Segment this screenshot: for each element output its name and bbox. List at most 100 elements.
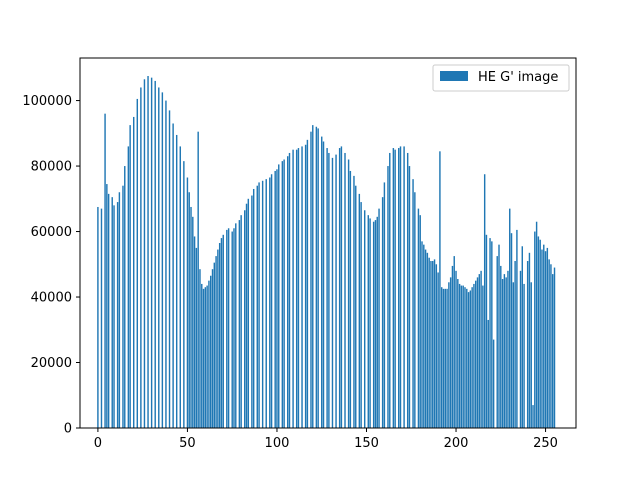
bar xyxy=(406,152,409,428)
bar xyxy=(421,241,423,428)
bar xyxy=(376,216,378,428)
bar xyxy=(295,149,298,428)
bar xyxy=(261,180,264,428)
bar xyxy=(532,405,534,428)
bar xyxy=(537,236,540,428)
bar xyxy=(283,159,285,428)
bar xyxy=(217,249,219,428)
bar xyxy=(485,234,488,428)
bar xyxy=(543,244,545,428)
bar xyxy=(453,256,455,428)
bar xyxy=(469,290,472,428)
y-tick-label: 0 xyxy=(64,422,72,437)
bar xyxy=(523,283,525,428)
bar xyxy=(301,146,303,428)
bar xyxy=(423,244,425,428)
bar xyxy=(107,193,110,428)
bar xyxy=(403,146,405,428)
bar xyxy=(97,206,99,428)
bar xyxy=(281,161,284,428)
bar xyxy=(408,166,411,429)
bar xyxy=(193,236,196,428)
y-axis: 0 20000 40000 60000 80000 100000 xyxy=(22,94,80,437)
bar xyxy=(471,287,473,428)
bar xyxy=(398,148,400,429)
bar xyxy=(231,231,233,428)
bar xyxy=(491,241,493,428)
bar xyxy=(133,116,135,428)
bar xyxy=(129,125,131,429)
bar xyxy=(446,288,448,428)
bar xyxy=(235,223,237,428)
bar xyxy=(335,154,337,428)
bar xyxy=(251,195,253,428)
bar xyxy=(317,128,319,428)
x-tick-label: 100 xyxy=(265,436,290,451)
bar xyxy=(183,161,185,428)
bar xyxy=(414,192,416,428)
bar xyxy=(226,229,228,428)
bar xyxy=(147,76,149,428)
bar xyxy=(245,203,248,428)
bar xyxy=(528,252,531,428)
bar xyxy=(358,193,361,428)
bar xyxy=(526,261,529,428)
bar xyxy=(204,287,207,428)
bar xyxy=(158,87,160,428)
bar xyxy=(344,152,346,428)
bar xyxy=(374,220,377,428)
bar xyxy=(276,169,278,428)
bar xyxy=(340,146,343,428)
bar xyxy=(100,208,103,428)
bar xyxy=(383,182,386,428)
bar xyxy=(265,179,267,428)
y-tick-label: 100000 xyxy=(22,94,72,109)
bar xyxy=(448,282,450,428)
bar xyxy=(286,156,289,429)
bar xyxy=(220,238,223,428)
bar xyxy=(244,210,246,428)
bar xyxy=(507,270,509,428)
bar xyxy=(510,233,513,428)
bar xyxy=(186,177,189,428)
bar xyxy=(136,98,139,429)
bar xyxy=(349,170,352,428)
bar xyxy=(211,269,214,428)
bar xyxy=(201,283,203,428)
bar xyxy=(227,228,230,428)
bar xyxy=(292,149,294,428)
bar xyxy=(426,252,429,428)
bar xyxy=(213,262,216,428)
bar xyxy=(475,280,477,428)
bar xyxy=(315,126,318,428)
bar xyxy=(457,279,459,428)
bar xyxy=(544,251,547,428)
bar xyxy=(432,261,434,428)
bar xyxy=(516,229,518,428)
bar xyxy=(288,152,291,428)
x-tick-label: 250 xyxy=(533,436,558,451)
x-tick-label: 150 xyxy=(354,436,379,451)
bar xyxy=(297,148,300,429)
bar xyxy=(233,228,235,428)
bar xyxy=(392,148,395,429)
bar xyxy=(175,134,178,428)
bar xyxy=(552,274,554,428)
bar xyxy=(467,292,470,428)
bar xyxy=(312,125,314,429)
bar xyxy=(455,270,457,428)
bar xyxy=(442,288,445,428)
bar xyxy=(501,279,504,428)
bar xyxy=(492,339,495,428)
bar xyxy=(322,141,325,428)
bar xyxy=(347,159,350,428)
bar xyxy=(482,285,484,428)
bar xyxy=(328,152,330,428)
bar xyxy=(440,287,443,428)
bar xyxy=(476,277,479,428)
y-tick-label: 40000 xyxy=(31,291,72,306)
bar xyxy=(394,149,396,428)
bar xyxy=(258,182,260,428)
bar xyxy=(306,139,309,429)
